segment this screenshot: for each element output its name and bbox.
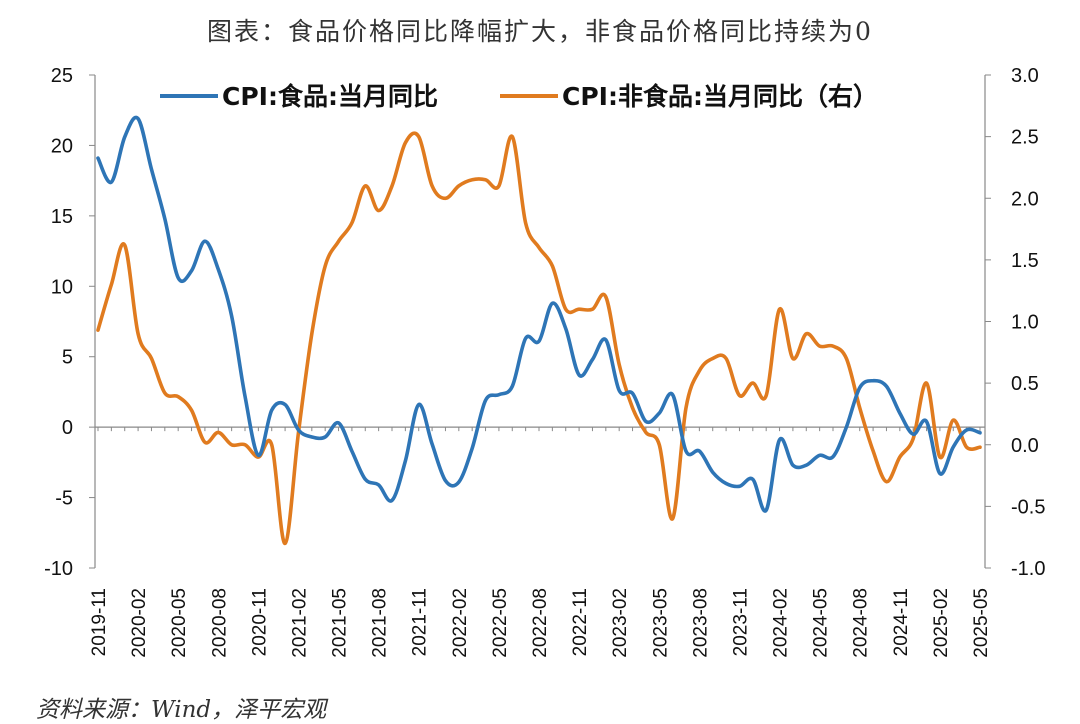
x-tick-label: 2021-11 xyxy=(410,588,431,656)
left-tick-label: -5 xyxy=(55,488,73,510)
right-tick-label: -1.0 xyxy=(1011,558,1045,580)
x-tick-label: 2020-05 xyxy=(169,588,190,658)
x-tick-label: 2023-11 xyxy=(730,588,751,656)
right-tick-label: 1.5 xyxy=(1011,250,1039,272)
source-note: 资料来源：Wind，泽平宏观 xyxy=(36,697,327,723)
x-tick-label: 2021-02 xyxy=(289,588,310,658)
chart-title: 图表：食品价格同比降幅扩大，非食品价格同比持续为0 xyxy=(207,17,873,46)
x-tick-label: 2021-05 xyxy=(330,588,351,658)
x-tick-label: 2021-08 xyxy=(370,588,391,658)
x-tick-label: 2023-08 xyxy=(690,588,711,658)
x-tick-label: 2020-08 xyxy=(209,588,230,658)
left-tick-label: -10 xyxy=(44,558,73,580)
right-tick-label: 2.0 xyxy=(1011,188,1039,210)
left-tick-label: 20 xyxy=(51,135,73,157)
x-tick-label: 2022-05 xyxy=(490,588,511,658)
x-tick-label: 2024-08 xyxy=(851,588,872,658)
x-tick-label: 2025-05 xyxy=(971,588,992,658)
left-tick-label: 5 xyxy=(62,347,73,369)
left-tick-label: 15 xyxy=(51,206,73,228)
left-tick-label: 0 xyxy=(62,417,73,439)
x-tick-label: 2025-02 xyxy=(931,588,952,658)
x-tick-label: 2024-05 xyxy=(811,588,832,658)
right-tick-label: -0.5 xyxy=(1011,496,1045,518)
chart: -10 -5 0 5 10 15 20 25 -1.0 -0.5 0.0 0.5 1.0 1.5 2.0 2.… xyxy=(44,65,1045,658)
right-tick-label: 2.5 xyxy=(1011,127,1039,149)
legend-nonfood-label: CPI:非食品:当月同比（右） xyxy=(562,82,878,111)
x-tick-label: 2023-02 xyxy=(610,588,631,658)
x-tick-label: 2024-11 xyxy=(891,588,912,656)
x-tick-label: 2020-02 xyxy=(129,588,150,658)
left-tick-label: 10 xyxy=(51,276,73,298)
x-tick-label: 2019-11 xyxy=(89,588,110,656)
right-tick-label: 3.0 xyxy=(1011,65,1039,87)
x-tick-label: 2022-08 xyxy=(530,588,551,658)
x-tick-label: 2022-11 xyxy=(570,588,591,656)
series-line-nonfood xyxy=(96,131,982,546)
series-line-food xyxy=(96,115,982,513)
right-tick-label: 0.5 xyxy=(1011,373,1039,395)
legend-food-label: CPI:食品:当月同比 xyxy=(222,82,438,111)
x-tick-label: 2024-02 xyxy=(771,588,792,658)
x-tick-label: 2022-02 xyxy=(450,588,471,658)
x-tick-label: 2023-05 xyxy=(650,588,671,658)
right-tick-label: 1.0 xyxy=(1011,312,1039,334)
x-tick-label: 2020-11 xyxy=(249,588,270,656)
left-tick-label: 25 xyxy=(51,65,73,87)
right-tick-label: 0.0 xyxy=(1011,435,1039,457)
